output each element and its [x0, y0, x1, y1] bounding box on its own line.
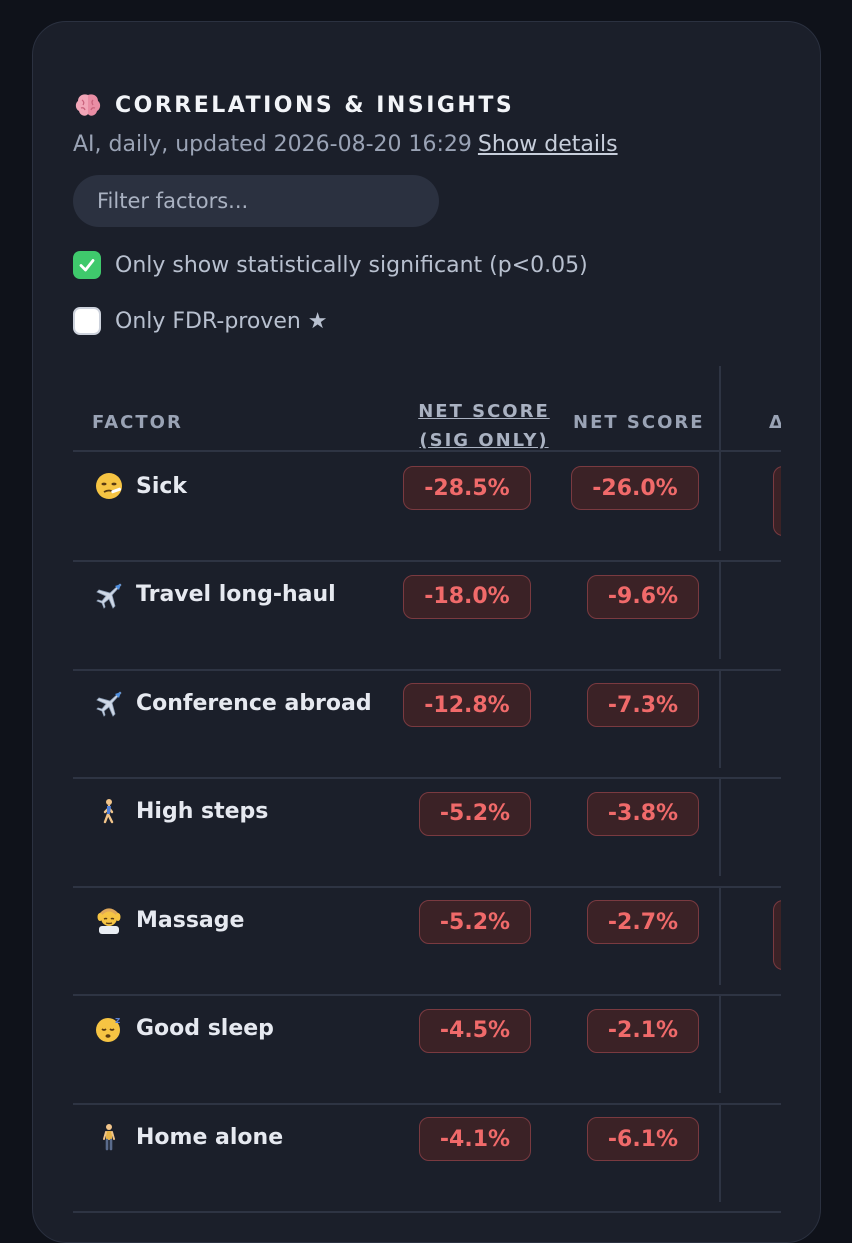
- factors-table: FACTOR NET SCORE (SIG ONLY) NET SCORE Δ …: [73, 366, 781, 1242]
- filter-factors-input[interactable]: [73, 175, 439, 227]
- column-divider: [719, 366, 721, 462]
- column-net-score[interactable]: NET SCORE: [573, 412, 705, 433]
- column-net-score-sig-line1: NET SCORE: [418, 401, 550, 422]
- delta-value-clipped: [773, 900, 781, 970]
- net-score-value: -9.6%: [587, 574, 699, 619]
- column-divider: [719, 994, 721, 1093]
- fdr-filter-option[interactable]: Only FDR-proven ★: [73, 307, 328, 335]
- factor-name: High steps: [136, 799, 269, 824]
- airplane-icon: [92, 578, 126, 612]
- airplane-icon: [92, 686, 126, 720]
- net-score-value: -2.1%: [587, 1008, 699, 1053]
- update-text: AI, daily, updated 2026-08-20 16:29: [73, 132, 472, 157]
- column-net-score-sig[interactable]: NET SCORE (SIG ONLY): [399, 397, 569, 455]
- fdr-label: Only FDR-proven ★: [115, 308, 328, 334]
- column-divider: [719, 452, 721, 551]
- table-row[interactable]: Sick -28.5% -26.0%: [73, 452, 781, 562]
- update-info: AI, daily, updated 2026-08-20 16:29 Show …: [73, 132, 618, 157]
- net-score-value: -7.3%: [587, 683, 699, 727]
- sleeping-face-icon: z: [92, 1012, 126, 1046]
- checkmark-icon: [79, 259, 95, 272]
- column-delta[interactable]: Δ RI: [769, 412, 781, 433]
- net-score-value: -26.0%: [571, 466, 699, 510]
- table-header: FACTOR NET SCORE (SIG ONLY) NET SCORE Δ …: [73, 366, 781, 462]
- sick-face-icon: [92, 469, 126, 503]
- net-score-value: -6.1%: [587, 1117, 699, 1161]
- factor-cell: Home alone: [92, 1120, 283, 1154]
- show-details-link[interactable]: Show details: [477, 132, 618, 157]
- factor-cell: z Good sleep: [92, 1012, 274, 1046]
- column-divider: [719, 886, 721, 985]
- table-row[interactable]: Travel long-haul -18.0% -9.6%: [73, 560, 781, 671]
- column-divider: [719, 777, 721, 876]
- factor-name: Massage: [136, 907, 245, 933]
- insights-card: CORRELATIONS & INSIGHTS AI, daily, updat…: [32, 21, 821, 1243]
- net-score-sig-value: -4.5%: [419, 1008, 531, 1053]
- card-header: CORRELATIONS & INSIGHTS: [73, 90, 514, 120]
- factor-name: Good sleep: [136, 1016, 274, 1041]
- svg-text:z: z: [115, 1016, 120, 1026]
- factor-cell: Travel long-haul: [92, 578, 336, 612]
- table-row[interactable]: z Good sleep -4.5% -2.1%: [73, 994, 781, 1105]
- net-score-sig-value: -4.1%: [419, 1117, 531, 1161]
- table-row[interactable]: Massage -5.2% -2.7%: [73, 886, 781, 996]
- brain-icon: [73, 90, 103, 120]
- net-score-value: -3.8%: [587, 791, 699, 836]
- standing-person-icon: [92, 1120, 126, 1154]
- significant-label: Only show statistically significant (p<0…: [115, 252, 588, 278]
- factor-name: Conference abroad: [136, 690, 372, 716]
- factor-name: Sick: [136, 473, 188, 499]
- walking-person-icon: [92, 795, 126, 829]
- factor-cell: Sick: [92, 469, 187, 503]
- net-score-value: -2.7%: [587, 900, 699, 944]
- factor-cell: Massage: [92, 903, 244, 937]
- net-score-sig-value: -28.5%: [403, 466, 531, 510]
- significant-filter-option[interactable]: Only show statistically significant (p<0…: [73, 251, 588, 279]
- net-score-sig-value: -5.2%: [419, 791, 531, 836]
- column-net-score-sig-line2: (SIG ONLY): [419, 430, 549, 451]
- delta-value-clipped: [773, 466, 781, 536]
- net-score-sig-value: -12.8%: [403, 683, 531, 727]
- fdr-checkbox[interactable]: [73, 307, 101, 335]
- factor-name: Travel long-haul: [136, 582, 336, 607]
- net-score-sig-value: -18.0%: [403, 574, 531, 619]
- table-row[interactable]: Home alone -4.1% -6.1%: [73, 1103, 781, 1213]
- column-divider: [719, 560, 721, 659]
- factor-cell: High steps: [92, 795, 268, 829]
- significant-checkbox[interactable]: [73, 251, 101, 279]
- table-row[interactable]: High steps -5.2% -3.8%: [73, 777, 781, 888]
- factor-name: Home alone: [136, 1124, 284, 1150]
- net-score-sig-value: -5.2%: [419, 900, 531, 944]
- factor-cell: Conference abroad: [92, 686, 372, 720]
- column-divider: [719, 669, 721, 768]
- table-row[interactable]: Conference abroad -12.8% -7.3%: [73, 669, 781, 779]
- card-title: CORRELATIONS & INSIGHTS: [115, 92, 515, 118]
- massage-icon: [92, 903, 126, 937]
- column-divider: [719, 1103, 721, 1202]
- column-factor[interactable]: FACTOR: [92, 412, 183, 433]
